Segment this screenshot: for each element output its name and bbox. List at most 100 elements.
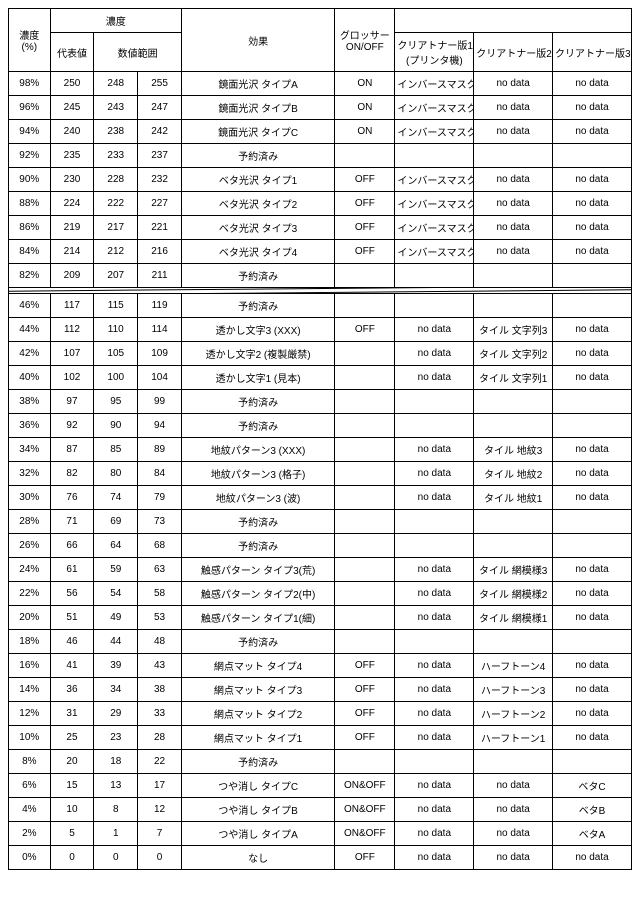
cell-range-lo: 212 <box>94 240 138 264</box>
cell-rep: 5 <box>50 822 94 846</box>
cell-glosser: ON&OFF <box>335 822 395 846</box>
cell-range-hi: 0 <box>138 846 182 870</box>
cell-range-lo: 80 <box>94 462 138 486</box>
cell-glosser <box>335 342 395 366</box>
cell-pct: 26% <box>9 534 51 558</box>
table-row: 28%716973予約済み <box>9 510 632 534</box>
cell-effect: 予約済み <box>181 264 334 288</box>
table-body: 98%250248255鏡面光沢 タイプAONインバースマスクAno datan… <box>9 72 632 870</box>
cell-ct3: no data <box>553 168 632 192</box>
cell-pct: 40% <box>9 366 51 390</box>
table-row: 84%214212216ベタ光沢 タイプ4OFFインバースマスク4no data… <box>9 240 632 264</box>
cell-range-hi: 53 <box>138 606 182 630</box>
cell-range-lo: 69 <box>94 510 138 534</box>
cell-range-lo: 8 <box>94 798 138 822</box>
cell-pct: 28% <box>9 510 51 534</box>
cell-pct: 44% <box>9 318 51 342</box>
table-row: 14%363438網点マット タイプ3OFFno dataハーフトーン3no d… <box>9 678 632 702</box>
cell-glosser <box>335 366 395 390</box>
table-row: 0%000なしOFFno datano datano data <box>9 846 632 870</box>
cell-ct3 <box>553 144 632 168</box>
cell-ct1 <box>395 534 474 558</box>
cell-glosser <box>335 462 395 486</box>
cell-range-lo: 85 <box>94 438 138 462</box>
cell-pct: 86% <box>9 216 51 240</box>
cell-rep: 107 <box>50 342 94 366</box>
cell-range-hi: 79 <box>138 486 182 510</box>
cell-rep: 10 <box>50 798 94 822</box>
cell-range-lo: 105 <box>94 342 138 366</box>
table-row: 96%245243247鏡面光沢 タイプBONインバースマスクBno datan… <box>9 96 632 120</box>
table-row: 6%151317つや消し タイプCON&OFFno datano dataベタC <box>9 774 632 798</box>
cell-ct1: no data <box>395 558 474 582</box>
cell-pct: 18% <box>9 630 51 654</box>
cell-pct: 90% <box>9 168 51 192</box>
cell-ct2 <box>474 750 553 774</box>
cell-ct3: no data <box>553 438 632 462</box>
cell-effect: 網点マット タイプ2 <box>181 702 334 726</box>
cell-pct: 4% <box>9 798 51 822</box>
cell-ct3 <box>553 534 632 558</box>
cell-ct3: no data <box>553 318 632 342</box>
cell-ct2: ハーフトーン1 <box>474 726 553 750</box>
cell-ct1: no data <box>395 678 474 702</box>
cell-ct3 <box>553 294 632 318</box>
cell-glosser: OFF <box>335 846 395 870</box>
cell-rep: 15 <box>50 774 94 798</box>
table-row: 38%979599予約済み <box>9 390 632 414</box>
cell-rep: 56 <box>50 582 94 606</box>
cell-range-hi: 211 <box>138 264 182 288</box>
cell-effect: ベタ光沢 タイプ1 <box>181 168 334 192</box>
concentration-table: 濃度(%) 濃度 効果 グロッサーON/OFF 代表値 数値範囲 クリアトナー版… <box>8 8 632 870</box>
table-row: 36%929094予約済み <box>9 414 632 438</box>
header-concentration-pct: 濃度(%) <box>9 9 51 72</box>
cell-range-lo: 1 <box>94 822 138 846</box>
cell-pct: 46% <box>9 294 51 318</box>
cell-rep: 25 <box>50 726 94 750</box>
cell-effect: 触感パターン タイプ2(中) <box>181 582 334 606</box>
cell-range-hi: 33 <box>138 702 182 726</box>
cell-ct1: no data <box>395 822 474 846</box>
cell-rep: 224 <box>50 192 94 216</box>
cell-pct: 10% <box>9 726 51 750</box>
cell-range-hi: 22 <box>138 750 182 774</box>
cell-effect: 触感パターン タイプ1(細) <box>181 606 334 630</box>
cell-glosser: ON <box>335 120 395 144</box>
table-row: 20%514953触感パターン タイプ1(細)no dataタイル 網模様1no… <box>9 606 632 630</box>
cell-pct: 32% <box>9 462 51 486</box>
cell-ct1 <box>395 510 474 534</box>
cell-ct2: タイル 文字列1 <box>474 366 553 390</box>
table-header: 濃度(%) 濃度 効果 グロッサーON/OFF 代表値 数値範囲 クリアトナー版… <box>9 9 632 72</box>
cell-pct: 84% <box>9 240 51 264</box>
cell-ct2: ハーフトーン2 <box>474 702 553 726</box>
cell-range-lo: 49 <box>94 606 138 630</box>
cell-rep: 66 <box>50 534 94 558</box>
cell-rep: 76 <box>50 486 94 510</box>
cell-ct2: no data <box>474 846 553 870</box>
cell-rep: 117 <box>50 294 94 318</box>
table-row: 4%10812つや消し タイプBON&OFFno datano dataベタB <box>9 798 632 822</box>
table-row: 22%565458触感パターン タイプ2(中)no dataタイル 網模様2no… <box>9 582 632 606</box>
cell-glosser: OFF <box>335 240 395 264</box>
cell-range-lo: 23 <box>94 726 138 750</box>
cell-ct1: no data <box>395 582 474 606</box>
cell-ct2 <box>474 414 553 438</box>
cell-effect: ベタ光沢 タイプ3 <box>181 216 334 240</box>
cell-pct: 30% <box>9 486 51 510</box>
cell-rep: 31 <box>50 702 94 726</box>
cell-range-hi: 28 <box>138 726 182 750</box>
cell-ct2 <box>474 390 553 414</box>
table-row: 98%250248255鏡面光沢 タイプAONインバースマスクAno datan… <box>9 72 632 96</box>
table-row: 46%117115119予約済み <box>9 294 632 318</box>
cell-glosser <box>335 294 395 318</box>
table-row: 24%615963触感パターン タイプ3(荒)no dataタイル 網模様3no… <box>9 558 632 582</box>
cell-ct1 <box>395 264 474 288</box>
cell-rep: 214 <box>50 240 94 264</box>
cell-pct: 36% <box>9 414 51 438</box>
cell-range-hi: 89 <box>138 438 182 462</box>
cell-ct1: no data <box>395 702 474 726</box>
cell-rep: 112 <box>50 318 94 342</box>
cell-range-hi: 48 <box>138 630 182 654</box>
cell-pct: 6% <box>9 774 51 798</box>
cell-pct: 92% <box>9 144 51 168</box>
